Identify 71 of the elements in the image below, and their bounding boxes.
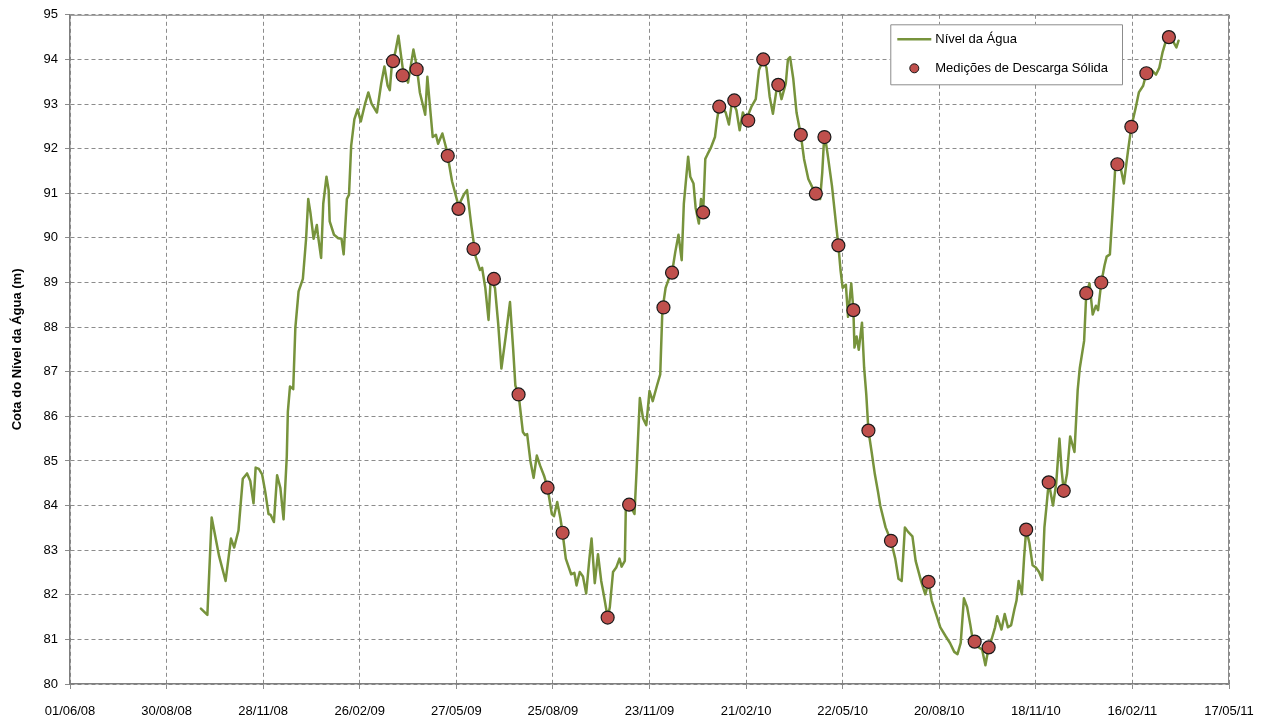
point	[808, 186, 823, 201]
point	[831, 238, 846, 253]
point	[440, 148, 455, 163]
point	[1019, 522, 1034, 537]
point	[817, 129, 832, 145]
y-tick-label: 94	[43, 50, 58, 66]
point	[846, 303, 861, 318]
y-tick-label: 81	[43, 630, 58, 646]
legend-label: Nível da Água	[935, 30, 1018, 46]
point	[511, 387, 526, 402]
point	[656, 300, 671, 315]
y-tick-label: 83	[43, 541, 58, 557]
point	[1110, 157, 1125, 172]
y-tick-label: 87	[43, 363, 58, 379]
y-tick-label: 86	[43, 407, 58, 423]
y-tick-label: 95	[43, 6, 58, 22]
point	[466, 241, 481, 257]
y-axis-title: Cota do Nível da Água (m)	[9, 268, 25, 431]
x-tick-label: 27/05/09	[431, 703, 482, 719]
point	[967, 634, 982, 649]
x-tick-label: 01/06/08	[44, 703, 96, 719]
point	[409, 62, 424, 77]
point	[664, 265, 680, 280]
y-tick-label: 85	[43, 452, 58, 468]
y-tick-label: 92	[43, 140, 58, 156]
point	[727, 93, 742, 108]
legend-label: Medições de Descarga Sólida	[935, 59, 1109, 75]
y-tick-label: 84	[43, 497, 58, 513]
x-tick-label: 20/08/10	[913, 703, 965, 719]
point	[1124, 119, 1139, 134]
x-tick-label: 23/11/09	[624, 703, 675, 719]
point	[600, 610, 615, 625]
y-tick-label: 89	[43, 274, 58, 290]
point	[540, 480, 555, 495]
point	[1056, 483, 1071, 498]
x-tick-label: 18/11/10	[1011, 703, 1061, 719]
x-tick-label: 16/02/11	[1107, 703, 1158, 719]
y-tick-label: 88	[43, 318, 58, 334]
point	[1094, 275, 1109, 290]
point	[1161, 30, 1176, 45]
point	[921, 574, 936, 589]
point	[741, 113, 756, 128]
point	[981, 640, 996, 655]
point	[395, 68, 410, 83]
y-tick-label: 90	[43, 229, 58, 245]
point	[883, 533, 899, 548]
point	[622, 497, 637, 512]
point	[756, 52, 771, 67]
point	[1139, 66, 1154, 81]
point	[696, 205, 711, 220]
point	[771, 77, 786, 92]
point	[385, 54, 401, 69]
x-tick-label: 17/05/11	[1204, 703, 1254, 719]
x-tick-label: 26/02/09	[334, 703, 386, 719]
x-tick-label: 25/08/09	[527, 703, 579, 719]
point	[793, 127, 808, 142]
point	[555, 525, 570, 540]
y-tick-label: 93	[43, 95, 58, 111]
x-tick-label: 28/11/08	[238, 703, 288, 719]
point	[486, 271, 501, 287]
y-tick-label: 80	[43, 675, 58, 691]
point	[861, 423, 876, 438]
y-tick-label: 91	[43, 184, 58, 200]
x-tick-label: 30/08/08	[141, 703, 192, 719]
point	[1079, 286, 1094, 301]
point	[712, 99, 727, 114]
point	[1041, 475, 1056, 490]
y-tick-label: 82	[43, 586, 58, 602]
x-tick-label: 21/02/10	[720, 703, 772, 719]
point	[451, 201, 466, 216]
x-tick-label: 22/05/10	[817, 703, 868, 719]
